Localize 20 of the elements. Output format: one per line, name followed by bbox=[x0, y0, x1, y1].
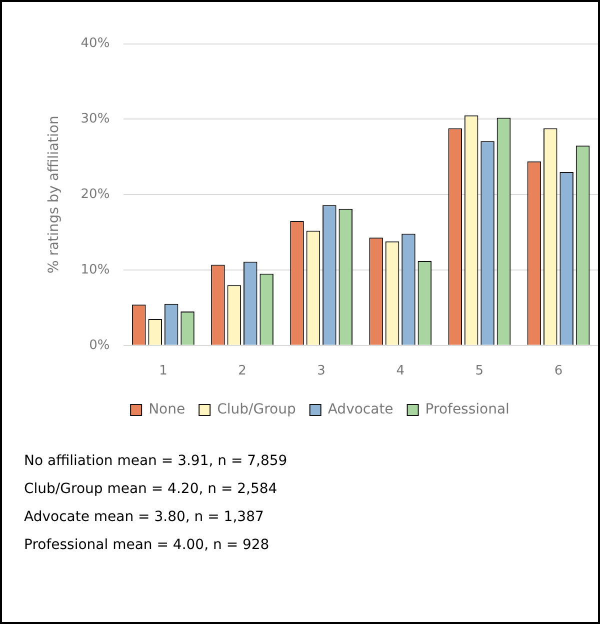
y-tick-label: 30% bbox=[80, 112, 110, 127]
legend-label: Advocate bbox=[328, 402, 394, 418]
legend-label: None bbox=[148, 402, 186, 418]
legend-label: Professional bbox=[425, 402, 510, 418]
x-tick-label: 3 bbox=[317, 364, 326, 379]
text: No affiliation mean = 3.91, n = 7,859 bbox=[24, 452, 288, 471]
text: Professional mean = 4.00, n = 928 bbox=[24, 536, 270, 555]
y-tick-label: 10% bbox=[80, 262, 110, 278]
y-tick-label: 40% bbox=[80, 36, 110, 52]
legend-label: Club/Group bbox=[217, 402, 296, 418]
text: Club/Group mean = 4.20, n = 2,584 bbox=[24, 480, 278, 499]
x-tick-label: 5 bbox=[475, 364, 484, 379]
y-tick-label: 0% bbox=[89, 338, 110, 353]
text: Advocate mean = 3.80, n = 1,387 bbox=[24, 508, 265, 527]
y-axis-title: % ratings by affiliation bbox=[46, 116, 62, 274]
x-tick-label: 4 bbox=[396, 364, 405, 379]
x-tick-label: 2 bbox=[238, 364, 246, 379]
x-tick-label: 6 bbox=[554, 364, 563, 379]
y-tick-label: 20% bbox=[80, 186, 110, 202]
x-tick-label: 1 bbox=[159, 364, 168, 379]
